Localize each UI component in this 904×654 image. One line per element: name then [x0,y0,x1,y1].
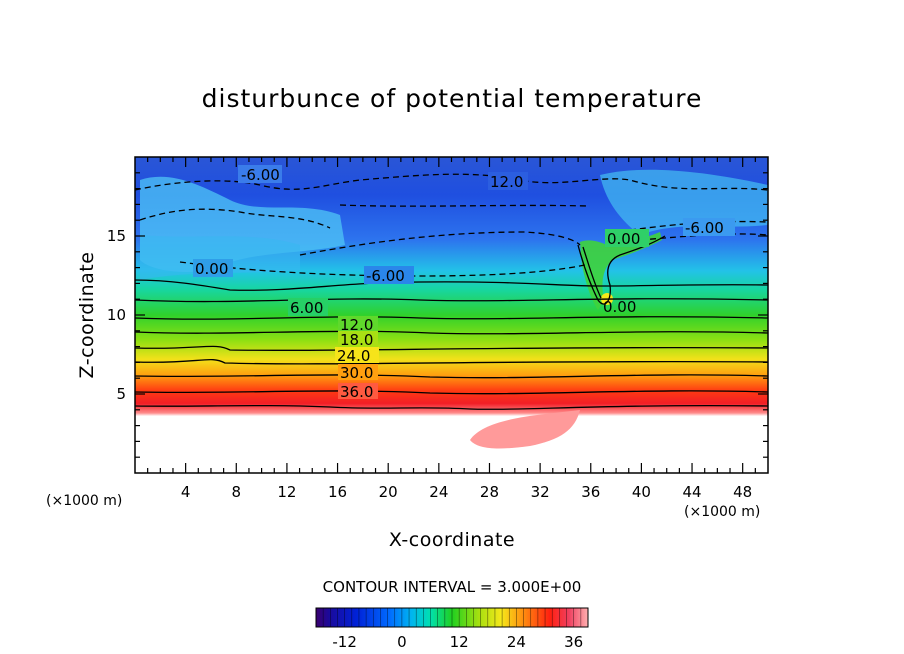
contour-label: -6.00 [241,166,280,184]
x-unit-right: (×1000 m) [684,504,760,520]
contour-interval-text: CONTOUR INTERVAL = 3.000E+00 [323,578,582,596]
x-tick-label: 36 [581,483,600,501]
x-tick-label: 24 [429,483,448,501]
contour-label: 30.0 [340,364,373,382]
chart-title: disturbunce of potential temperature [201,84,703,113]
axis-ticks [135,157,768,473]
y-tick-label: 5 [116,385,126,403]
colorbar-label: 24 [507,633,526,651]
x-tick-labels: 4 8 12 16 20 24 28 32 36 40 44 48 [181,483,752,501]
contour-label: 6.00 [290,299,323,317]
contour-labels: -6.00 12.0 0.00 6.00 -6.00 0.00 -6.00 0.… [193,165,735,401]
contour-label: 12.0 [340,316,373,334]
contour-label: 0.00 [603,298,636,316]
x-unit-left: (×1000 m) [46,493,122,509]
colorbar-dividers [315,608,589,627]
contour-lines [135,235,768,411]
colorbar-label: 0 [397,633,407,651]
colorbar-label: -12 [332,633,357,651]
contour-field [135,157,768,473]
x-tick-label: 44 [682,483,701,501]
y-tick-label: 10 [107,306,126,324]
colorbar-label: 12 [450,633,469,651]
contour-label: 0.00 [195,260,228,278]
x-tick-label: 4 [181,483,191,501]
x-tick-label: 48 [733,483,752,501]
x-tick-label: 20 [379,483,398,501]
colorbar-labels: -12 0 12 24 36 [332,633,583,651]
colorbar-label: 36 [564,633,583,651]
x-tick-label: 8 [232,483,242,501]
x-tick-label: 28 [480,483,499,501]
x-tick-label: 32 [531,483,550,501]
contour-label: -6.00 [366,267,405,285]
x-axis-title: X-coordinate [389,529,515,551]
x-tick-label: 12 [277,483,296,501]
contour-label: 18.0 [340,331,373,349]
y-tick-labels: 5 10 15 [107,227,126,403]
contour-label: 12.0 [490,173,523,191]
contour-label: 36.0 [340,383,373,401]
x-tick-label: 16 [328,483,347,501]
x-tick-label: 40 [632,483,651,501]
y-tick-label: 15 [107,227,126,245]
contour-label: -6.00 [685,219,724,237]
contour-label: 0.00 [607,230,640,248]
y-axis-title: Z-coordinate [76,252,98,379]
contour-label: 24.0 [337,347,370,365]
